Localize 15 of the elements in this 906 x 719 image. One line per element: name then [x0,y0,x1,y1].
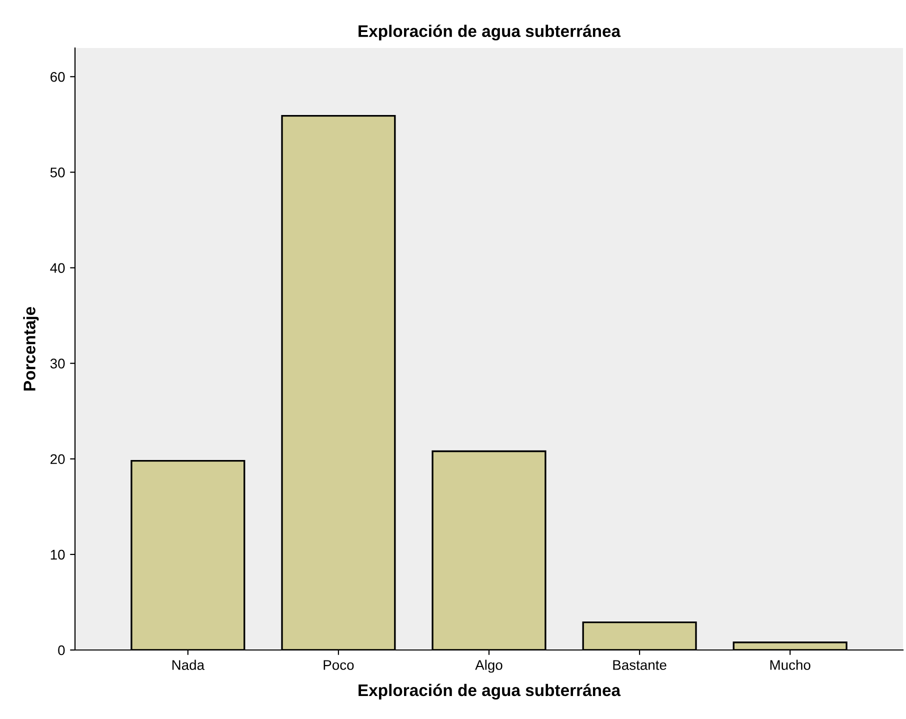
y-axis-title: Porcentaje [23,306,39,390]
y-tick-label: 30 [50,358,65,369]
x-tick-label: Mucho [770,660,810,670]
x-tick-label: Nada [172,660,205,670]
y-tick-label: 40 [50,263,65,273]
y-tick-label: 0 [58,645,65,656]
y-tick-label: 20 [50,454,65,464]
y-tick-label: 10 [50,550,65,560]
y-tick-label: 60 [50,72,65,82]
x-tick-label: Algo [475,660,502,673]
x-axis-title: Exploración de agua subterránea [358,684,621,700]
x-tick-label: Bastante [613,660,666,670]
x-tick-label: Poco [324,660,354,670]
y-tick-label: 50 [50,168,65,178]
chart-title: Exploración de agua subterránea [358,24,621,40]
